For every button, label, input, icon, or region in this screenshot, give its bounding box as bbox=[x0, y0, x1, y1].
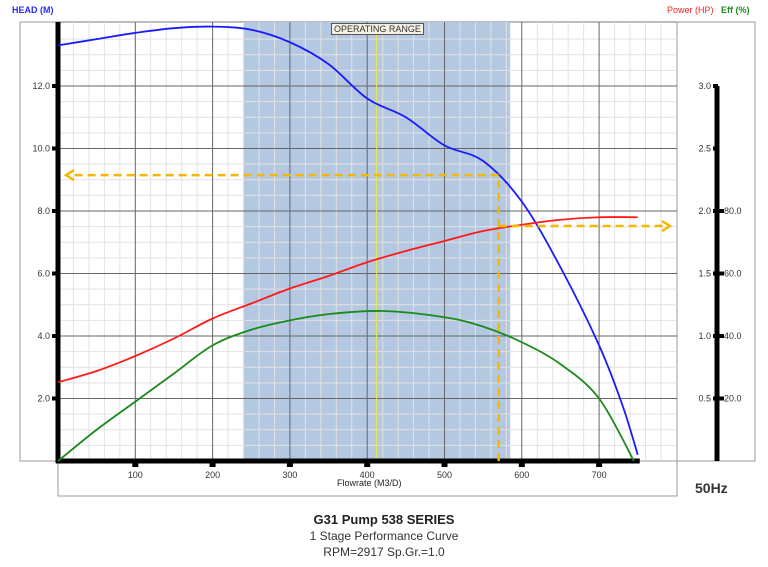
tick bbox=[52, 271, 57, 276]
tick bbox=[52, 84, 57, 88]
chart-subtitle-rpm: RPM=2917 Sp.Gr.=1.0 bbox=[323, 545, 445, 559]
tick bbox=[286, 461, 293, 467]
tick-label: 600 bbox=[514, 470, 529, 480]
head-curve bbox=[57, 25, 639, 456]
tick-label: 0.5 bbox=[698, 394, 711, 404]
tick-label: 8.0 bbox=[37, 206, 50, 216]
tick bbox=[713, 396, 718, 401]
chart-title: G31 Pump 538 SERIES bbox=[313, 512, 455, 527]
tick-label: 1.5 bbox=[698, 269, 711, 279]
tick-label: 20.0 bbox=[724, 394, 742, 404]
tick bbox=[719, 271, 724, 276]
tick-label: 300 bbox=[282, 470, 297, 480]
operating-range-label: OPERATING RANGE bbox=[331, 23, 424, 35]
tick-label: 2.0 bbox=[698, 206, 711, 216]
tick bbox=[713, 84, 718, 88]
tick bbox=[518, 461, 525, 467]
tick-label: 80.0 bbox=[724, 206, 742, 216]
tick-label: 2.5 bbox=[698, 144, 711, 154]
tick bbox=[596, 461, 603, 467]
tick bbox=[719, 334, 724, 338]
tick bbox=[52, 334, 57, 338]
tick-label: 2.0 bbox=[37, 394, 50, 404]
arrow-right-icon bbox=[661, 219, 673, 233]
eff-axis-label: Eff (%) bbox=[721, 5, 750, 15]
power-curve bbox=[57, 216, 638, 384]
left-axis-label: HEAD (M) bbox=[12, 5, 54, 15]
tick bbox=[132, 461, 139, 467]
tick-label: 700 bbox=[592, 470, 607, 480]
arrow-left-icon bbox=[63, 169, 75, 182]
x-axis-label: Flowrate (M3/D) bbox=[337, 478, 402, 488]
tick-label: 10.0 bbox=[32, 144, 50, 154]
tick bbox=[364, 461, 371, 467]
tick-label: 500 bbox=[437, 470, 452, 480]
tick bbox=[719, 396, 724, 401]
tick-label: 6.0 bbox=[37, 269, 50, 279]
tick-label: 12.0 bbox=[32, 81, 50, 91]
tick bbox=[52, 209, 57, 213]
tick-label: 60.0 bbox=[724, 269, 742, 279]
tick-label: 400 bbox=[360, 470, 375, 480]
tick bbox=[441, 461, 448, 467]
tick bbox=[719, 209, 724, 213]
tick bbox=[713, 271, 718, 276]
tick-label: 40.0 bbox=[724, 331, 742, 341]
tick bbox=[713, 334, 718, 338]
tick bbox=[52, 146, 57, 151]
tick bbox=[713, 209, 718, 213]
tick-label: 4.0 bbox=[37, 331, 50, 341]
tick bbox=[52, 396, 57, 401]
tick bbox=[209, 461, 216, 467]
chart-subtitle: 1 Stage Performance Curve bbox=[309, 529, 459, 543]
tick-label: 200 bbox=[205, 470, 220, 480]
efficiency-curve bbox=[57, 310, 635, 462]
tick bbox=[713, 146, 718, 151]
frequency-label: 50Hz bbox=[695, 480, 728, 496]
tick-label: 3.0 bbox=[698, 81, 711, 91]
power-axis-label: Power (HP) bbox=[667, 5, 714, 15]
tick-label: 1.0 bbox=[698, 331, 711, 341]
tick-label: 100 bbox=[128, 470, 143, 480]
